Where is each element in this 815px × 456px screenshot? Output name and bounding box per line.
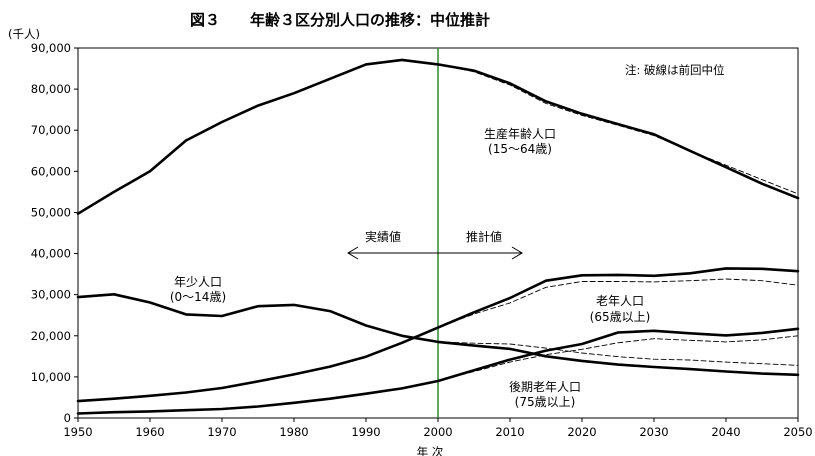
x-tick-label: 1950: [63, 425, 92, 439]
x-tick-label: 2020: [567, 425, 596, 439]
x-tick-label: 1970: [207, 425, 236, 439]
chart-note: 注: 破線は前回中位: [625, 63, 725, 77]
series-line-prev-7: [437, 335, 799, 382]
x-tick-label: 2000: [423, 425, 452, 439]
y-axis-unit-label: (千人): [8, 27, 40, 41]
y-axis: 0 10,000 20,000 30,000 40,000 50,000 60,000 70,…: [31, 41, 78, 425]
series-line-prev-5: [437, 341, 799, 366]
elderly-sublabel: (65歳以上): [590, 310, 651, 324]
x-tick-label: 2030: [639, 425, 668, 439]
y-tick-label: 50,000: [31, 205, 71, 219]
actual-values-label: 実績値: [365, 229, 401, 244]
x-axis: 1950 1960 1970 1980 1990 2000 2010 2020 2030 2040…: [63, 418, 813, 439]
y-tick-label: 70,000: [31, 123, 71, 137]
chart-title: 図３ 年齢３区分別人口の推移：中位推計: [190, 11, 490, 29]
x-tick-label: 1960: [135, 425, 164, 439]
x-axis-label: 年 次: [417, 445, 444, 456]
y-tick-label: 90,000: [31, 41, 71, 55]
y-tick-label: 0: [64, 411, 71, 425]
y-tick-label: 30,000: [31, 288, 71, 302]
y-tick-label: 10,000: [31, 370, 71, 384]
x-tick-label: 2050: [783, 425, 812, 439]
series-line-prev-3: [437, 278, 799, 329]
y-tick-label: 20,000: [31, 329, 71, 343]
period-arrow-right-head: [511, 246, 523, 260]
y-tick-label: 40,000: [31, 247, 71, 261]
child-pop-label: 年少人口: [174, 275, 222, 289]
late-elderly-label: 後期老年人口: [509, 380, 581, 394]
period-arrow-left-head: [347, 246, 359, 260]
x-tick-label: 1980: [279, 425, 308, 439]
x-tick-label: 1990: [351, 425, 380, 439]
child-pop-sublabel: (0〜14歳): [170, 290, 226, 304]
y-tick-label: 80,000: [31, 82, 71, 96]
working-age-sublabel: (15〜64歳): [488, 142, 552, 156]
late-elderly-sublabel: (75歳以上): [515, 395, 576, 409]
series-layer: [76, 58, 800, 415]
x-tick-label: 2010: [495, 425, 524, 439]
period-arrow: 実績値 推計値: [347, 229, 523, 260]
y-tick-label: 60,000: [31, 164, 71, 178]
series-labels: 生産年齢人口 (15〜64歳) 年少人口 (0〜14歳) 老年人口 (65歳以上…: [170, 126, 650, 409]
x-tick-label: 2040: [711, 425, 740, 439]
working-age-label: 生産年齢人口: [484, 126, 556, 141]
projected-values-label: 推計値: [466, 229, 502, 244]
elderly-label: 老年人口: [596, 294, 644, 308]
